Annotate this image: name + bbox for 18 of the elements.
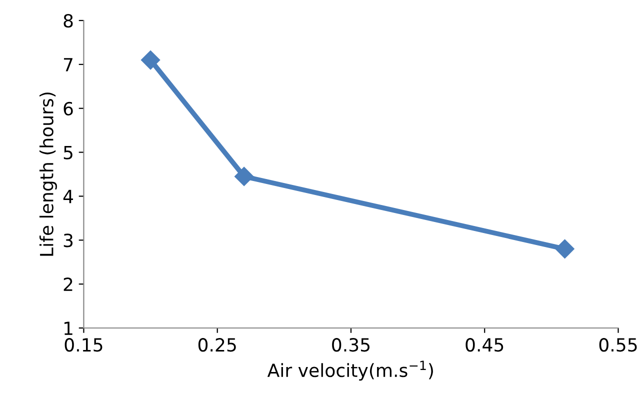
x-tick-label: 0.45 — [466, 338, 504, 352]
y-tick-label: 7 — [64, 58, 72, 72]
y-tick-label: 1 — [64, 322, 72, 335]
y-tick-label: 6 — [64, 102, 73, 116]
x-axis-title: Air velocity(m.s$^{−1}$) — [267, 360, 433, 381]
y-tick-label: 8 — [64, 14, 73, 28]
y-axis-title: Life length (hours) — [39, 92, 57, 256]
y-tick-label: 2 — [64, 278, 72, 291]
y-tick-label: 3 — [64, 234, 73, 248]
x-tick-label: 0.35 — [332, 338, 370, 352]
x-tick-label: 0.55 — [599, 338, 637, 352]
point — [141, 50, 160, 70]
x-tick-label: 0.25 — [198, 338, 236, 352]
x-tick-label: 0.15 — [64, 338, 102, 352]
point — [555, 239, 574, 258]
point — [234, 166, 254, 186]
y-tick-label: 4 — [63, 190, 73, 204]
y-tick-label: 5 — [64, 146, 72, 160]
